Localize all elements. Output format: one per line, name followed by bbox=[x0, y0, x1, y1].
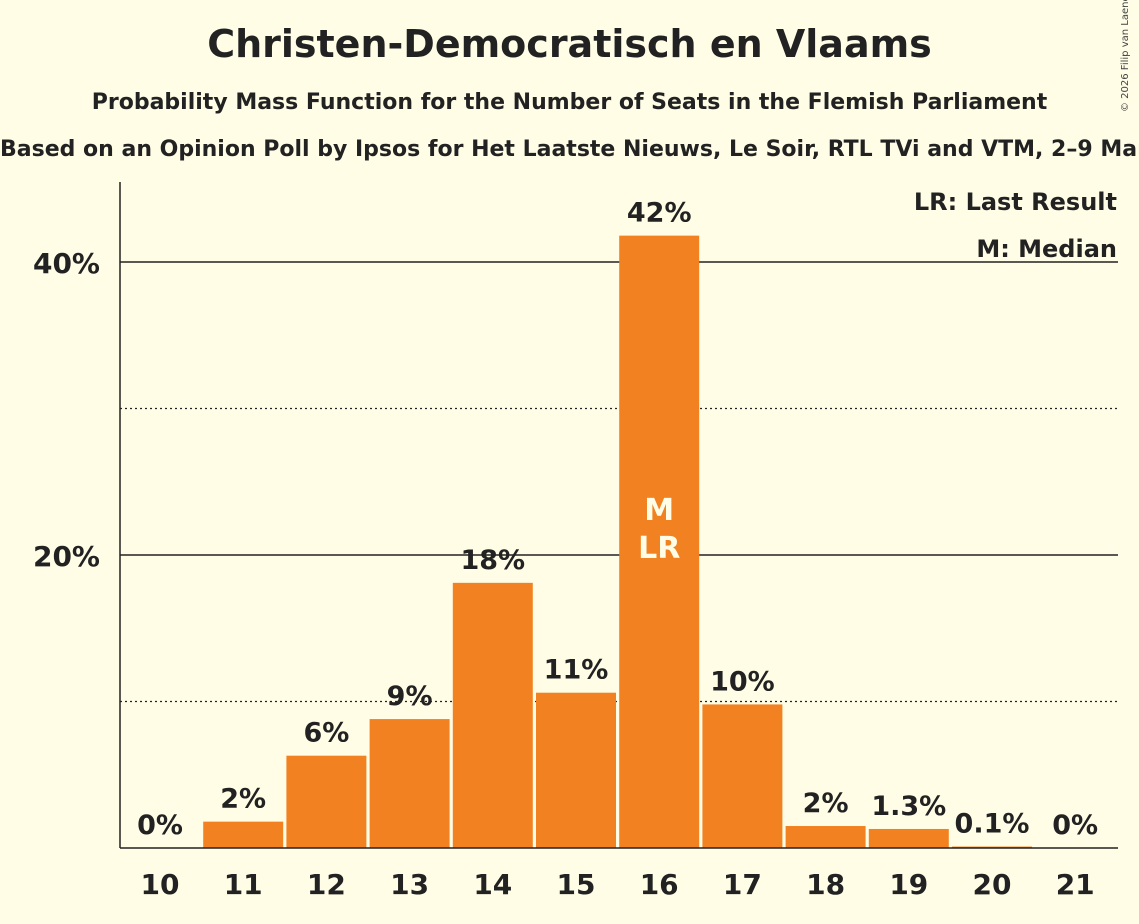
chart-subtitle: Probability Mass Function for the Number… bbox=[91, 90, 1048, 115]
bar-value-label: 1.3% bbox=[871, 791, 946, 822]
x-tick-label: 14 bbox=[473, 868, 512, 901]
bar-value-label: 9% bbox=[387, 681, 433, 712]
bar-19 bbox=[868, 828, 949, 848]
bar-value-label: 2% bbox=[220, 784, 266, 815]
x-tick-label: 19 bbox=[889, 868, 928, 901]
last-result-marker: LR bbox=[638, 531, 680, 566]
x-tick-label: 15 bbox=[557, 868, 596, 901]
x-tick-label: 12 bbox=[307, 868, 346, 901]
y-tick-label: 40% bbox=[33, 247, 100, 280]
bar-11 bbox=[203, 821, 284, 848]
legend-median: M: Median bbox=[976, 235, 1117, 263]
x-tick-label: 10 bbox=[141, 868, 180, 901]
x-tick-label: 20 bbox=[973, 868, 1012, 901]
bar-value-label: 10% bbox=[710, 666, 775, 697]
bar-value-label: 42% bbox=[627, 198, 692, 229]
median-marker: M bbox=[644, 493, 674, 528]
x-tick-label: 21 bbox=[1056, 868, 1095, 901]
bar-13 bbox=[369, 719, 450, 848]
bar-value-label: 0% bbox=[1052, 810, 1098, 841]
x-tick-label: 16 bbox=[640, 868, 679, 901]
bar-12 bbox=[286, 755, 367, 848]
chart-title: Christen-Democratisch en Vlaams bbox=[207, 22, 932, 66]
x-tick-label: 17 bbox=[723, 868, 762, 901]
legend-last-result: LR: Last Result bbox=[914, 188, 1117, 216]
bar-value-label: 2% bbox=[803, 788, 849, 819]
bar-16 bbox=[619, 235, 700, 848]
chart-source: Based on an Opinion Poll by Ipsos for He… bbox=[0, 137, 1139, 162]
bar-value-label: 6% bbox=[303, 718, 349, 749]
x-tick-label: 13 bbox=[390, 868, 429, 901]
bar-value-label: 11% bbox=[544, 655, 609, 686]
bar-value-label: 18% bbox=[460, 545, 525, 576]
bar-18 bbox=[785, 826, 866, 848]
x-tick-label: 11 bbox=[224, 868, 263, 901]
bar-15 bbox=[536, 692, 616, 848]
x-tick-label: 18 bbox=[806, 868, 845, 901]
bar-value-label: 0% bbox=[137, 810, 183, 841]
bar-17 bbox=[702, 704, 783, 848]
bar-value-label: 0.1% bbox=[955, 809, 1030, 840]
y-tick-label: 20% bbox=[33, 540, 100, 573]
bar-14 bbox=[452, 582, 533, 848]
